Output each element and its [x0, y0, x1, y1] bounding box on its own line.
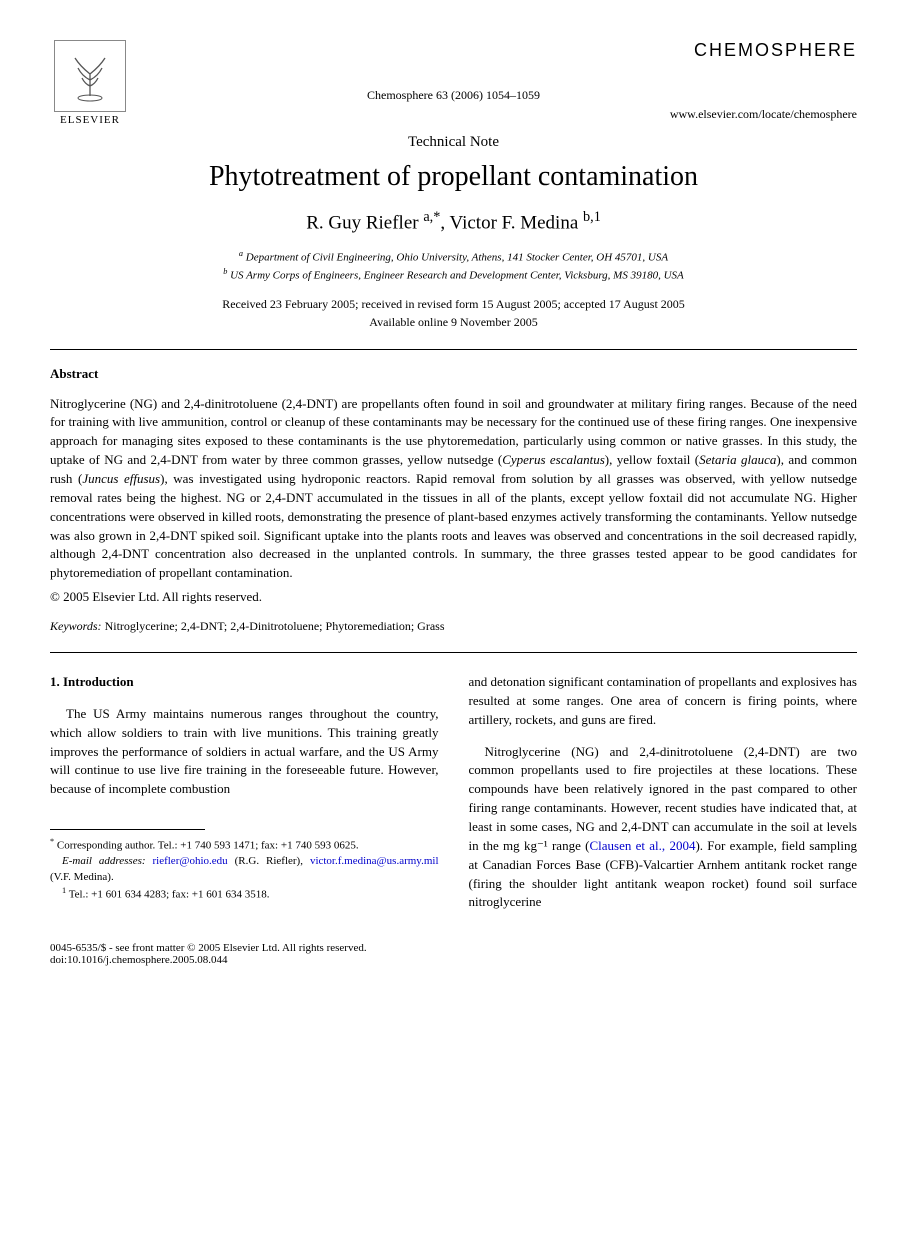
corresponding-author: Corresponding author. Tel.: +1 740 593 1… — [57, 840, 359, 852]
body-para-3-pre: Nitroglycerine (NG) and 2,4-dinitrotolue… — [469, 744, 858, 853]
body-para-3: Nitroglycerine (NG) and 2,4-dinitrotolue… — [469, 743, 858, 913]
publisher-name: ELSEVIER — [60, 114, 120, 126]
keywords-text: Nitroglycerine; 2,4-DNT; 2,4-Dinitrotolu… — [105, 619, 445, 633]
elsevier-tree-icon — [54, 40, 126, 112]
publisher-logo: ELSEVIER — [50, 40, 130, 130]
article-title: Phytotreatment of propellant contaminati… — [50, 161, 857, 193]
page-footer: 0045-6535/$ - see front matter © 2005 El… — [50, 942, 857, 966]
abstract-heading: Abstract — [50, 366, 857, 382]
affiliation-a: Department of Civil Engineering, Ohio Un… — [246, 252, 668, 264]
email-name-2: (V.F. Medina). — [50, 871, 114, 883]
email-name-1: (R.G. Riefler), — [235, 855, 303, 867]
rule-top — [50, 349, 857, 350]
section-heading: 1. Introduction — [50, 673, 439, 692]
received-date: Received 23 February 2005; received in r… — [50, 295, 857, 313]
email-label: E-mail addresses: — [62, 855, 146, 867]
article-dates: Received 23 February 2005; received in r… — [50, 295, 857, 331]
abstract-text: Nitroglycerine (NG) and 2,4-dinitrotolue… — [50, 395, 857, 583]
copyright: © 2005 Elsevier Ltd. All rights reserved… — [50, 589, 857, 605]
footnote-1: Tel.: +1 601 634 4283; fax: +1 601 634 3… — [69, 889, 270, 901]
article-type: Technical Note — [50, 134, 857, 151]
body-para-2: and detonation significant contamination… — [469, 673, 858, 730]
online-date: Available online 9 November 2005 — [50, 313, 857, 331]
body-columns: 1. Introduction The US Army maintains nu… — [50, 673, 857, 912]
body-para-1: The US Army maintains numerous ranges th… — [50, 705, 439, 799]
footer-doi: doi:10.1016/j.chemosphere.2005.08.044 — [50, 954, 857, 966]
email-link-2[interactable]: victor.f.medina@us.army.mil — [310, 855, 439, 867]
journal-logo: CHEMOSPHERE — [694, 40, 857, 61]
affiliations: a Department of Civil Engineering, Ohio … — [50, 248, 857, 284]
citation: Chemosphere 63 (2006) 1054–1059 — [50, 88, 857, 103]
journal-url[interactable]: www.elsevier.com/locate/chemosphere — [50, 107, 857, 122]
column-right: and detonation significant contamination… — [469, 673, 858, 912]
affiliation-b: US Army Corps of Engineers, Engineer Res… — [230, 270, 684, 282]
authors: R. Guy Riefler a,*, Victor F. Medina b,1 — [50, 209, 857, 234]
keywords: Keywords: Nitroglycerine; 2,4-DNT; 2,4-D… — [50, 619, 857, 634]
keywords-label: Keywords: — [50, 619, 102, 633]
rule-bottom — [50, 652, 857, 653]
reference-link[interactable]: Clausen et al., 2004 — [589, 838, 695, 853]
email-link-1[interactable]: riefler@ohio.edu — [152, 855, 227, 867]
footnote-separator — [50, 829, 205, 830]
column-left: 1. Introduction The US Army maintains nu… — [50, 673, 439, 912]
footnotes: * Corresponding author. Tel.: +1 740 593… — [50, 836, 439, 903]
footer-line-1: 0045-6535/$ - see front matter © 2005 El… — [50, 942, 857, 954]
